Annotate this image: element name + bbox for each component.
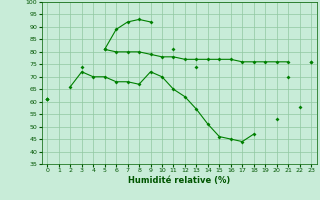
X-axis label: Humidité relative (%): Humidité relative (%) <box>128 176 230 185</box>
